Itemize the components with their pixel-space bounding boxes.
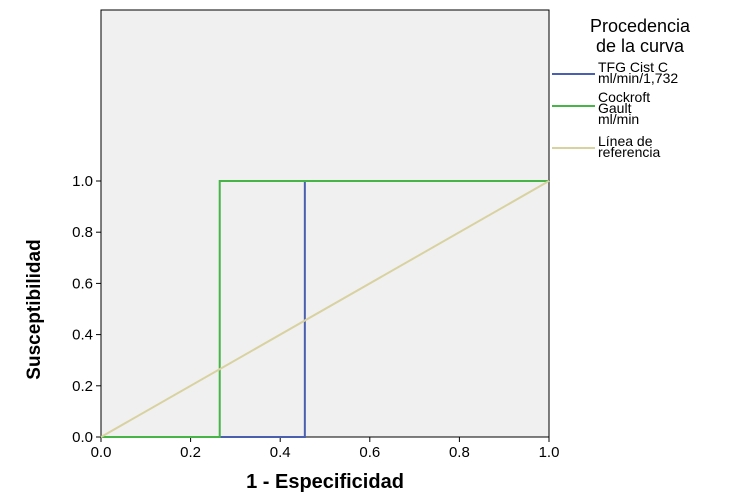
x-tick-label: 1.0 — [539, 444, 560, 461]
y-tick-label: 0.6 — [72, 275, 93, 292]
plot-area — [100, 9, 550, 438]
y-tick-label: 0.2 — [72, 378, 93, 395]
x-tick-label: 0.6 — [359, 444, 380, 461]
legend-label-2: Cockroft — [598, 89, 650, 105]
legend-label-3: Línea de — [598, 133, 653, 149]
legend-label-1: ml/min/1,732 — [598, 70, 678, 86]
y-tick-label: 0.0 — [72, 429, 93, 446]
legend-label-2: ml/min — [598, 111, 639, 127]
legend-title-line: de la curva — [596, 36, 685, 56]
x-tick-label: 0.8 — [449, 444, 470, 461]
legend-title-line: Procedencia — [590, 16, 691, 36]
series-line-2 — [101, 180, 549, 438]
series-layer — [100, 180, 550, 438]
y-axis-title: Susceptibilidad — [24, 239, 45, 379]
y-tick-label: 1.0 — [72, 173, 93, 190]
legend-label-3: referencia — [598, 144, 660, 160]
x-axis: 0.0 0.2 0.4 0.6 0.8 1.0 — [91, 437, 560, 461]
y-tick-label: 0.8 — [72, 224, 93, 241]
y-axis: 0.0 0.2 0.4 0.6 0.8 1.0 — [72, 173, 101, 446]
x-tick-label: 0.2 — [180, 444, 201, 461]
x-tick-label: 0.0 — [91, 444, 112, 461]
y-tick-label: 0.4 — [72, 327, 93, 344]
series-line-3 — [100, 180, 550, 438]
x-tick-label: 0.4 — [270, 444, 291, 461]
legend-label-2: Gault — [598, 100, 632, 116]
legend-label-1: TFG Cist C — [598, 59, 668, 75]
x-axis-title: 1 - Especificidad — [246, 471, 404, 493]
